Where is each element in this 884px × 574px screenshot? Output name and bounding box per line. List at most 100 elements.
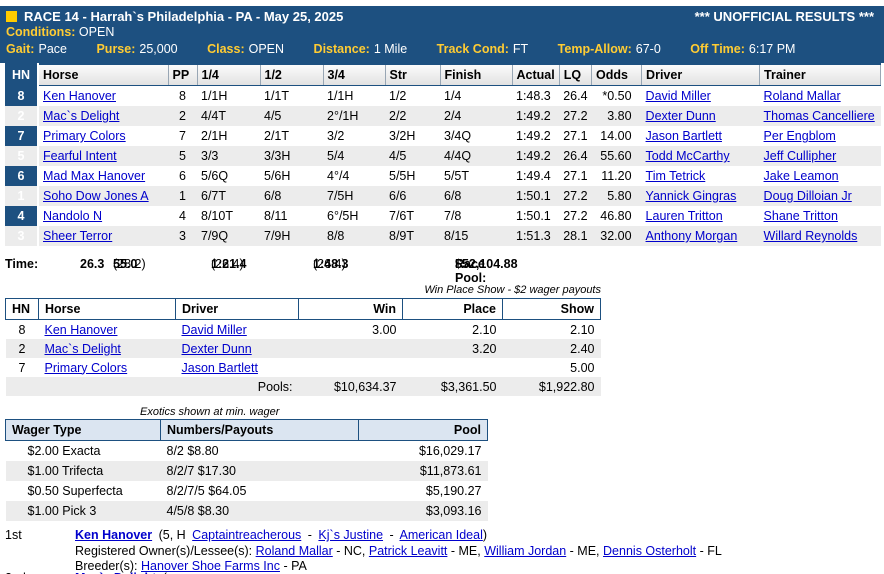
- driver-link[interactable]: Yannick Gingras: [645, 189, 737, 203]
- driver-link[interactable]: Dexter Dunn: [645, 109, 716, 123]
- table-row: 2 Mac`s Delight Dexter Dunn 3.20 2.40: [5, 339, 601, 358]
- trainer-link[interactable]: Jeff Cullipher: [763, 149, 837, 163]
- separator: -: [389, 528, 394, 542]
- horse-cell: Mad Max Hanover: [38, 166, 168, 186]
- horse-link[interactable]: Soho Dow Jones A: [43, 189, 149, 203]
- show-cell: 5.00: [570, 360, 595, 375]
- col-header-hn: HN: [5, 298, 39, 320]
- col-header-driver: Driver: [175, 298, 299, 320]
- time-summary-line: Time: 26.3 55.0 (28.2) 1:21.4 (26.4) 1:4…: [0, 257, 884, 285]
- three-quarter-cell: 7/5H: [323, 186, 385, 206]
- horse-link[interactable]: Fearful Intent: [43, 149, 117, 163]
- horse-link[interactable]: Mac`s Delight: [43, 109, 120, 123]
- owner-link[interactable]: Roland Mallar: [255, 544, 333, 558]
- hn-cell: 1: [5, 186, 39, 206]
- breeder-link[interactable]: Hanover Shoe Farms Inc: [141, 559, 280, 573]
- hn-cell: 2: [5, 106, 39, 126]
- driver-link[interactable]: Jason Bartlett: [645, 129, 722, 143]
- driver-link[interactable]: Jason Bartlett: [181, 360, 258, 375]
- table-row: 8 Ken Hanover 8 1/1H 1/1T 1/1H 1/2 1/4 1…: [5, 85, 881, 107]
- col-header-pool: Pool: [358, 419, 488, 441]
- stretch-cell: 1/2: [389, 89, 407, 103]
- wager-type-cell: $1.00 Pick 3: [5, 501, 161, 521]
- owner-link[interactable]: Patrick Leavitt: [368, 544, 448, 558]
- horse-link[interactable]: Primary Colors: [44, 360, 128, 375]
- off-time-label: Off Time:: [690, 42, 745, 56]
- race-pool-value: $52,104.88: [455, 257, 518, 271]
- driver-link[interactable]: Dexter Dunn: [181, 341, 252, 356]
- dam-link[interactable]: Kj`s Justine: [318, 528, 384, 542]
- place-pool: $3,361.50: [402, 377, 503, 396]
- sire-link[interactable]: Captaintreacherous: [192, 528, 302, 542]
- table-row: 7 Primary Colors 7 2/1H 2/1T 3/2 3/2H 3/…: [5, 126, 881, 146]
- horse-link[interactable]: Mac`s Delight: [44, 341, 121, 356]
- trainer-link[interactable]: Thomas Cancelliere: [763, 109, 875, 123]
- damsire-link[interactable]: American Ideal: [399, 528, 483, 542]
- trainer-link[interactable]: Shane Tritton: [763, 209, 838, 223]
- owner-suffix: - NC,: [332, 544, 366, 558]
- horse-cell: Mac`s Delight: [38, 339, 176, 358]
- table-row: 1 Soho Dow Jones A 1 6/7T 6/8 7/5H 6/6 6…: [5, 186, 881, 206]
- odds-cell: 46.80: [600, 209, 632, 223]
- odds-cell: 3.80: [591, 106, 642, 126]
- stretch-cell: 2/2: [385, 106, 440, 126]
- finish-cell: 5/5T: [444, 169, 470, 183]
- lq-cell: 26.4: [559, 146, 592, 166]
- col-header-wager-type: Wager Type: [5, 419, 161, 441]
- place-cell: 2.10: [472, 322, 497, 337]
- driver-link[interactable]: Lauren Tritton: [645, 209, 723, 223]
- hn-cell: 8: [5, 85, 39, 106]
- wps-header-row: HN Horse Driver Win Place Show: [5, 298, 601, 320]
- win-pool: $10,634.37: [298, 377, 403, 396]
- owner-suffix: - ME,: [566, 544, 600, 558]
- lq-cell: 28.1: [559, 226, 592, 246]
- horse-link[interactable]: Ken Hanover: [44, 322, 118, 337]
- stretch-cell: 3/2H: [389, 129, 416, 143]
- trainer-link[interactable]: Willard Reynolds: [763, 229, 858, 243]
- off-time-value: 6:17 PM: [748, 42, 796, 56]
- place-cell: [403, 358, 503, 377]
- lq-cell: 27.2: [559, 106, 592, 126]
- owner-link[interactable]: William Jordan: [484, 544, 567, 558]
- driver-link[interactable]: Tim Tetrick: [645, 169, 706, 183]
- horse-link[interactable]: Primary Colors: [43, 129, 126, 143]
- trainer-cell: Thomas Cancelliere: [759, 106, 881, 126]
- driver-link[interactable]: David Miller: [181, 322, 247, 337]
- horse-cell: Ken Hanover: [39, 320, 176, 340]
- half-cell: 2/1T: [264, 129, 290, 143]
- final-split: (26.4): [313, 257, 346, 271]
- horse-link[interactable]: Mad Max Hanover: [43, 169, 146, 183]
- driver-link[interactable]: Todd McCarthy: [645, 149, 730, 163]
- race-title: RACE 14 - Harrah`s Philadelphia - PA - M…: [24, 9, 344, 24]
- horse-cell: Ken Hanover: [38, 86, 168, 107]
- hn-cell: 7: [18, 360, 26, 375]
- horse-link[interactable]: Ken Hanover: [43, 89, 116, 103]
- three-quarter-cell: 6°/5H: [327, 209, 359, 223]
- driver-cell: Todd McCarthy: [641, 146, 760, 166]
- trainer-link[interactable]: Roland Mallar: [763, 89, 841, 103]
- hn-cell: 3: [5, 226, 39, 246]
- quarter-cell: 4/4T: [197, 106, 260, 126]
- quarter-cell: 5/6Q: [201, 169, 229, 183]
- horse-cell: Mac`s Delight: [38, 106, 168, 126]
- horse-link[interactable]: Nandolo N: [43, 209, 103, 223]
- hn-cell: 4: [5, 206, 39, 226]
- driver-link[interactable]: David Miller: [645, 89, 711, 103]
- trainer-link[interactable]: Per Engblom: [763, 129, 836, 143]
- class-label: Class:: [207, 42, 245, 56]
- owner-link[interactable]: Dennis Osterholt: [603, 544, 697, 558]
- trainer-link[interactable]: Doug Dilloian Jr: [763, 189, 852, 203]
- table-row: 3 Sheer Terror 3 7/9Q 7/9H 8/8 8/9T 8/15…: [5, 226, 881, 246]
- half-cell: 3/3H: [260, 146, 323, 166]
- horse-link[interactable]: Sheer Terror: [43, 229, 113, 243]
- trainer-link[interactable]: Jake Leamon: [763, 169, 839, 183]
- stretch-cell: 4/5: [385, 146, 440, 166]
- driver-cell: Anthony Morgan: [641, 226, 760, 246]
- horse-link[interactable]: Mac`s Delight: [75, 571, 156, 574]
- horse-link[interactable]: Ken Hanover: [75, 528, 153, 542]
- three-quarter-cell: 8/8: [323, 226, 385, 246]
- pp-cell: 8: [179, 89, 186, 103]
- driver-cell: Tim Tetrick: [642, 166, 760, 186]
- quarter-cell: 8/10T: [201, 209, 233, 223]
- driver-link[interactable]: Anthony Morgan: [645, 229, 738, 243]
